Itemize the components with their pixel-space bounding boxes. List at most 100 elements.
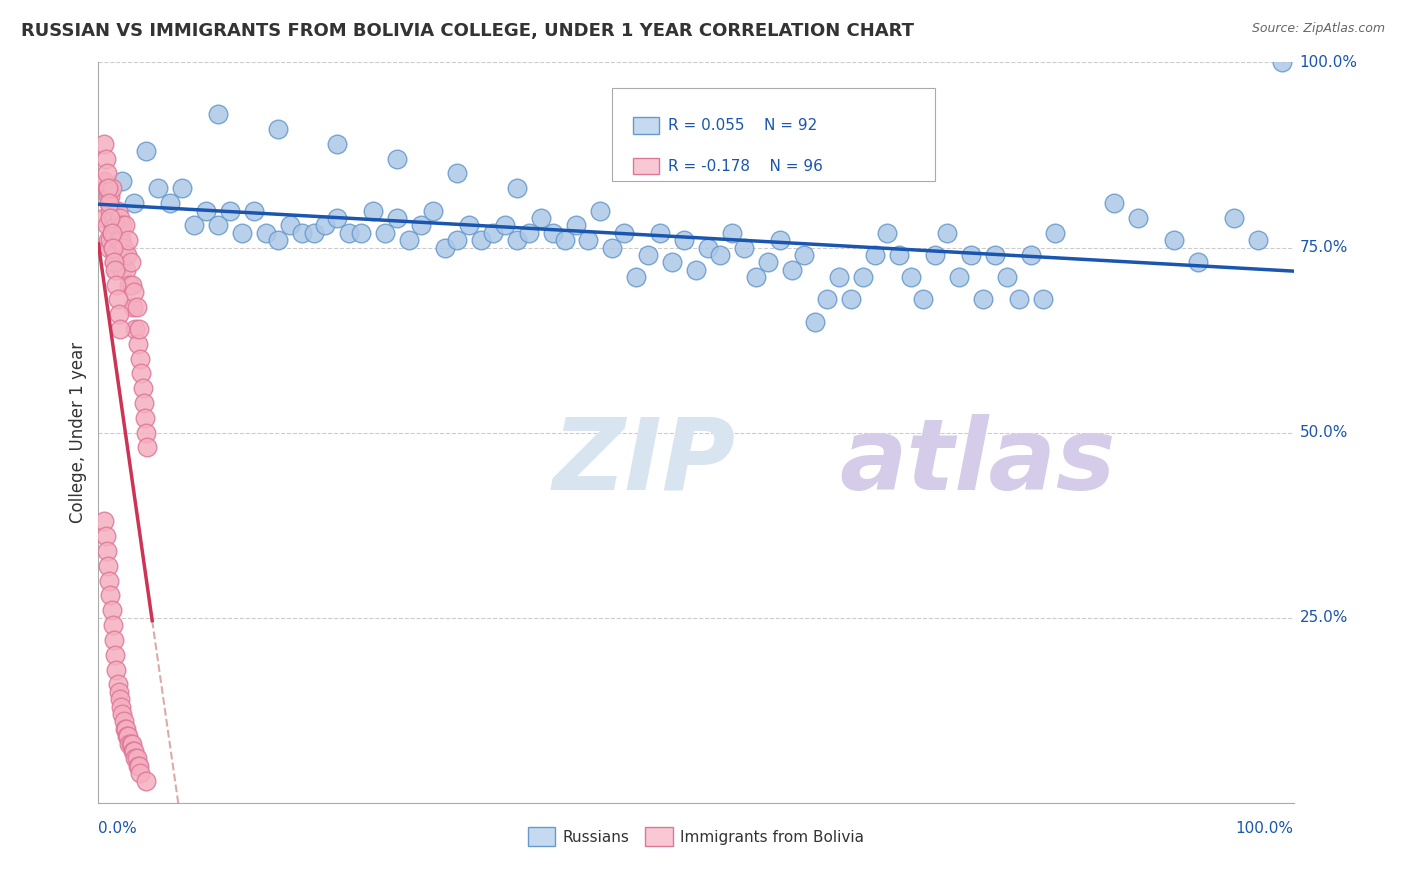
Point <box>132 396 155 410</box>
Point <box>936 226 959 240</box>
Point <box>1008 293 1031 307</box>
Point <box>446 233 468 247</box>
Point <box>93 174 115 188</box>
Point <box>1271 55 1294 70</box>
Point <box>120 255 142 269</box>
Point <box>195 203 218 218</box>
Point <box>254 226 277 240</box>
Point <box>793 248 815 262</box>
Point <box>112 714 135 729</box>
Point <box>124 196 146 211</box>
Point <box>111 262 134 277</box>
Point <box>278 219 301 233</box>
Point <box>124 285 146 299</box>
Point <box>530 211 553 225</box>
Point <box>172 181 194 195</box>
Point <box>673 233 696 247</box>
Point <box>107 233 129 247</box>
Point <box>107 293 129 307</box>
Point <box>112 240 135 255</box>
Point <box>98 589 122 603</box>
Point <box>984 248 1007 262</box>
Point <box>108 255 131 269</box>
Point <box>267 122 290 136</box>
Point <box>207 219 229 233</box>
Point <box>98 203 122 218</box>
Point <box>94 152 117 166</box>
Text: atlas: atlas <box>839 414 1116 511</box>
Point <box>107 677 129 691</box>
Point <box>104 248 127 262</box>
Point <box>637 248 659 262</box>
Point <box>107 685 129 699</box>
Point <box>995 270 1018 285</box>
Point <box>972 293 994 307</box>
Point <box>131 367 153 381</box>
Text: 75.0%: 75.0% <box>1299 240 1348 255</box>
Legend: Russians, Immigrants from Bolivia: Russians, Immigrants from Bolivia <box>523 823 869 851</box>
Point <box>105 663 128 677</box>
Point <box>97 188 120 202</box>
Point <box>115 262 138 277</box>
Point <box>363 203 385 218</box>
Text: 100.0%: 100.0% <box>1299 55 1358 70</box>
Point <box>721 226 744 240</box>
Point <box>93 515 115 529</box>
Point <box>128 322 150 336</box>
Text: RUSSIAN VS IMMIGRANTS FROM BOLIVIA COLLEGE, UNDER 1 YEAR CORRELATION CHART: RUSSIAN VS IMMIGRANTS FROM BOLIVIA COLLE… <box>21 22 914 40</box>
Point <box>135 773 157 788</box>
Point <box>267 233 290 247</box>
Point <box>589 203 612 218</box>
Point <box>841 293 863 307</box>
Point <box>385 152 409 166</box>
Point <box>93 136 115 151</box>
Point <box>136 441 159 455</box>
Point <box>117 233 139 247</box>
Point <box>118 737 141 751</box>
Text: R = -0.178    N = 96: R = -0.178 N = 96 <box>668 159 824 174</box>
Point <box>900 270 922 285</box>
Point <box>101 240 124 255</box>
Point <box>733 240 755 255</box>
Point <box>1043 226 1066 240</box>
Point <box>541 226 564 240</box>
Point <box>115 729 138 743</box>
Point <box>924 248 946 262</box>
Point <box>98 196 121 211</box>
Point <box>339 226 361 240</box>
Point <box>135 145 157 159</box>
Point <box>852 270 875 285</box>
Point <box>231 226 253 240</box>
Point <box>129 766 152 780</box>
Point <box>107 203 129 218</box>
Point <box>124 322 146 336</box>
Point <box>97 558 120 573</box>
Point <box>756 255 779 269</box>
Point <box>876 226 898 240</box>
Point <box>101 240 124 255</box>
Point <box>326 136 349 151</box>
Y-axis label: College, Under 1 year: College, Under 1 year <box>69 342 87 524</box>
Point <box>131 381 153 395</box>
Point <box>124 744 146 758</box>
Point <box>470 233 492 247</box>
Point <box>291 226 314 240</box>
Point <box>780 262 803 277</box>
Point <box>565 219 588 233</box>
Point <box>100 181 122 195</box>
Point <box>1187 255 1209 269</box>
Point <box>385 211 409 225</box>
Point <box>315 219 337 233</box>
Point <box>96 181 118 195</box>
Point <box>434 240 457 255</box>
Point <box>506 181 529 195</box>
Text: 50.0%: 50.0% <box>1299 425 1348 440</box>
Point <box>127 336 149 351</box>
Point <box>865 248 887 262</box>
Point <box>98 240 121 255</box>
Point <box>960 248 983 262</box>
Point <box>685 262 707 277</box>
Point <box>97 233 120 247</box>
Point <box>96 544 118 558</box>
Point <box>422 203 444 218</box>
